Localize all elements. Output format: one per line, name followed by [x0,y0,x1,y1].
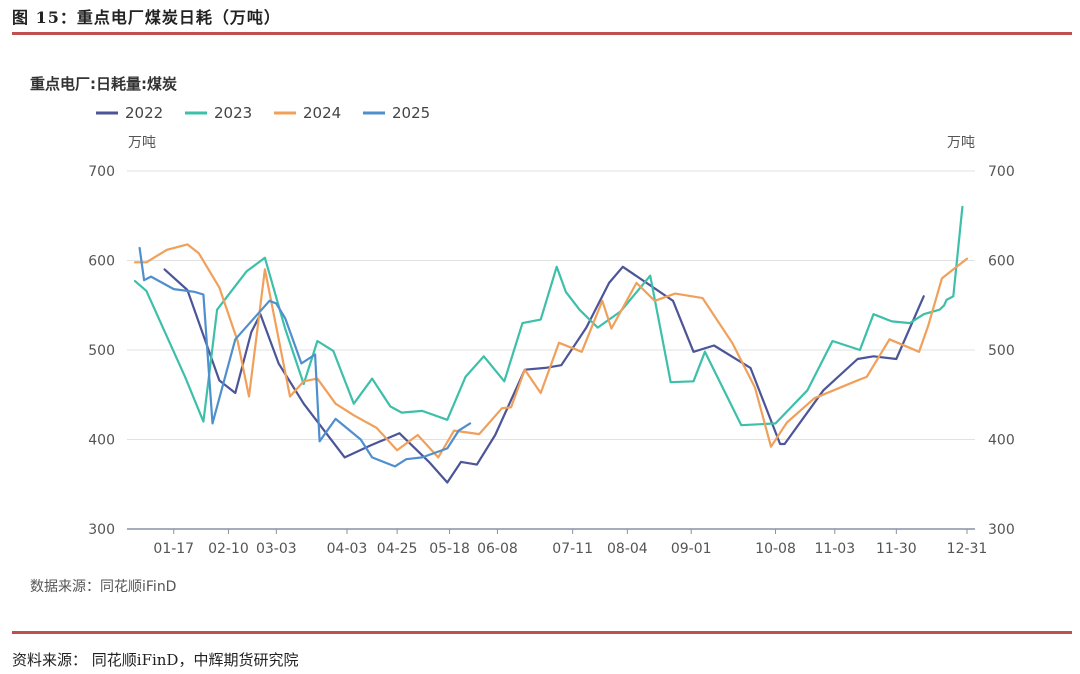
series-line-2024 [133,243,969,459]
y-tick-label-left: 500 [88,343,115,359]
top-divider [12,32,1072,35]
x-tick-label: 08-04 [607,541,648,557]
x-tick-label: 03-03 [256,541,297,557]
right-axis-unit: 万吨 [947,135,975,151]
y-tick-label-left: 600 [88,254,115,270]
chart-series [133,205,969,484]
y-tick-label-left: 300 [88,522,115,538]
y-tick-label-right: 700 [988,164,1015,180]
x-tick-label: 09-01 [671,541,712,557]
y-tick-label-right: 300 [988,522,1015,538]
x-tick-label: 04-25 [377,541,418,557]
x-tick-label: 02-10 [208,541,249,557]
y-tick-label-right: 600 [988,254,1015,270]
chart-legend: 2022 2023 2024 2025 [96,104,430,122]
legend-label-2022: 2022 [125,104,163,122]
legend-label-2024: 2024 [303,104,341,122]
x-tick-label: 05-18 [429,541,470,557]
series-line-2023 [133,205,964,427]
x-tick-label: 06-08 [477,541,518,557]
chart-title: 重点电厂:日耗量:煤炭 [30,75,177,93]
x-tick-label: 12-31 [947,541,988,557]
y-axis-ticks: 300 300 400 400 500 500 600 600 700 700 [88,164,1014,538]
chart-source-note: 数据来源：同花顺iFinD [30,579,176,595]
x-tick-label: 01-17 [153,541,194,557]
figure-source: 资料来源： 同花顺iFinD，中辉期货研究院 [12,651,299,669]
y-tick-label-left: 700 [88,164,115,180]
x-axis-ticks: 01-17 02-10 03-03 04-03 04-25 05-18 06-08 07-11… [153,529,987,557]
figure-title: 图 15：重点电厂煤炭日耗（万吨） [12,8,281,27]
y-tick-label-left: 400 [88,433,115,449]
series-line-2025 [138,246,472,468]
x-tick-label: 04-03 [327,541,368,557]
chart-grid [127,170,975,530]
y-tick-label-right: 400 [988,433,1015,449]
legend-label-2023: 2023 [214,104,252,122]
x-tick-label: 11-03 [814,541,855,557]
bottom-divider [12,631,1072,634]
y-tick-label-right: 500 [988,343,1015,359]
legend-label-2025: 2025 [392,104,430,122]
x-tick-label: 07-11 [552,541,593,557]
x-tick-label: 11-30 [876,541,917,557]
left-axis-unit: 万吨 [128,135,156,151]
x-tick-label: 10-08 [755,541,796,557]
series-line-2022 [163,265,925,484]
line-chart: 重点电厂:日耗量:煤炭 2022 2023 2024 2025 万吨 万吨 300 30… [30,75,1015,595]
